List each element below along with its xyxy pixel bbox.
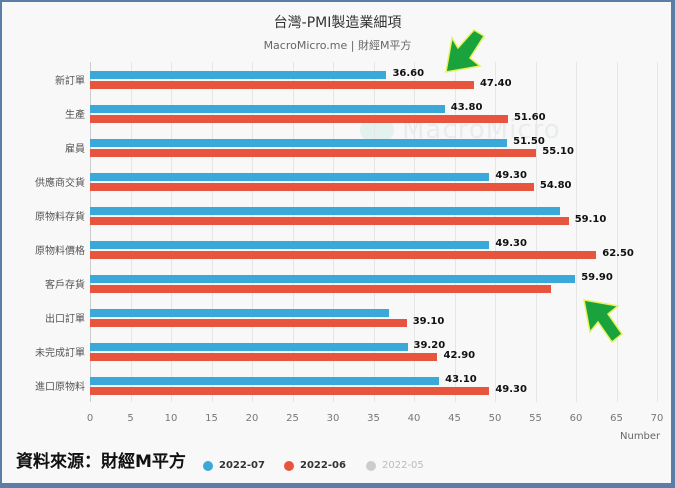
bar-value-label: 42.90 — [443, 350, 476, 361]
bar-2022-07[interactable] — [90, 139, 508, 147]
bar-2022-07[interactable] — [90, 241, 490, 249]
category-label: 生產 — [65, 110, 85, 121]
bar-value-label: 51.50 — [513, 136, 545, 147]
bar-2022-06[interactable] — [90, 115, 508, 123]
chart-title: 台灣-PMI製造業細項 — [273, 15, 402, 31]
green-arrow-down-left-icon — [445, 29, 486, 73]
bar-value-label: 59.90 — [581, 272, 613, 283]
bar-2022-06[interactable] — [90, 217, 569, 225]
bar-2022-07[interactable] — [90, 377, 440, 385]
legend-item-2022-05[interactable]: 2022-05 — [366, 460, 424, 471]
bar-value-label: 51.60 — [513, 112, 546, 123]
gridline — [171, 62, 172, 402]
category-label: 雇員 — [65, 144, 85, 155]
gridline — [495, 62, 496, 402]
bar-value-label: 39.20 — [413, 340, 446, 351]
bar-2022-06[interactable] — [90, 81, 474, 89]
category-label: 客戶存貨 — [45, 280, 85, 291]
y-axis-line — [90, 62, 91, 402]
bar-2022-07[interactable] — [90, 207, 560, 215]
x-tick-label: 60 — [569, 413, 583, 424]
bar-value-label: 36.60 — [392, 68, 425, 79]
x-tick-label: 10 — [164, 413, 178, 424]
bar-value-label: 54.80 — [539, 180, 572, 191]
gridline — [535, 62, 537, 402]
x-tick-label: 35 — [367, 413, 380, 424]
legend-item-2022-06[interactable]: 2022-06 — [284, 460, 346, 471]
bar-2022-06[interactable] — [90, 319, 407, 327]
gridline — [576, 62, 577, 402]
bar-value-label: 62.50 — [602, 248, 634, 259]
gridline — [454, 62, 456, 402]
gridline — [657, 62, 658, 402]
gridline — [252, 62, 253, 402]
bar-2022-07[interactable] — [90, 173, 490, 181]
x-axis-title: Number — [620, 431, 661, 442]
bar-value-label: 49.30 — [495, 384, 527, 395]
bar-2022-06[interactable] — [90, 183, 534, 191]
gridline — [333, 62, 334, 402]
gridline — [414, 62, 415, 402]
bar-value-label: 55.10 — [542, 146, 574, 157]
green-arrow-up-left-icon — [583, 299, 624, 344]
x-tick-label: 40 — [407, 413, 421, 424]
category-label: 出口訂單 — [45, 314, 85, 325]
bar-2022-06[interactable] — [90, 251, 597, 259]
bar-value-label: 43.80 — [450, 102, 483, 113]
plot-area — [90, 62, 658, 402]
legend-dot-icon — [203, 460, 213, 471]
bar-value-label: 49.30 — [495, 170, 527, 181]
x-tick-label: 5 — [127, 413, 134, 424]
x-tick-label: 45 — [448, 413, 461, 424]
category-label: 原物料存貨 — [35, 212, 85, 223]
x-tick-label: 70 — [650, 413, 664, 424]
category-label: 進口原物料 — [35, 382, 85, 393]
legend-item-2022-07[interactable]: 2022-07 — [203, 460, 265, 471]
bar-2022-06[interactable] — [90, 285, 551, 293]
gridline — [211, 62, 213, 402]
x-tick-label: 0 — [86, 413, 94, 424]
x-tick-label: 55 — [529, 413, 542, 424]
gridline — [616, 62, 618, 402]
bar-2022-07[interactable] — [90, 309, 389, 317]
bar-value-label: 47.40 — [479, 78, 512, 89]
bar-2022-06[interactable] — [90, 387, 490, 395]
category-label: 未完成訂單 — [35, 348, 85, 359]
category-label: 新訂單 — [55, 76, 85, 87]
source-note: 資料來源：財經M平方 — [16, 452, 186, 472]
bar-2022-07[interactable] — [90, 343, 408, 351]
chart-subtitle: MacroMicro.me | 財經M平方 — [263, 39, 412, 52]
gridline — [373, 62, 375, 402]
bar-2022-07[interactable] — [90, 275, 576, 283]
category-label: 供應商交貨 — [35, 178, 85, 189]
bar-2022-06[interactable] — [90, 149, 537, 157]
bar-value-label: 49.30 — [495, 238, 527, 249]
x-tick-label: 20 — [245, 413, 259, 424]
legend-dot-icon — [366, 460, 376, 471]
category-label: 原物料價格 — [35, 246, 85, 257]
bar-2022-07[interactable] — [90, 71, 387, 79]
bar-value-label: 39.10 — [412, 316, 445, 327]
x-tick-label: 65 — [610, 413, 623, 424]
bar-value-label: 43.10 — [445, 374, 477, 385]
x-tick-label: 25 — [286, 413, 299, 424]
gridline — [130, 62, 132, 402]
x-tick-label: 50 — [488, 413, 502, 424]
bar-value-label: 59.10 — [574, 214, 607, 225]
gridline — [292, 62, 294, 402]
x-tick-label: 15 — [205, 413, 218, 424]
bar-2022-06[interactable] — [90, 353, 438, 361]
bar-2022-07[interactable] — [90, 105, 445, 113]
legend-dot-icon — [284, 460, 294, 471]
x-tick-label: 30 — [326, 413, 340, 424]
